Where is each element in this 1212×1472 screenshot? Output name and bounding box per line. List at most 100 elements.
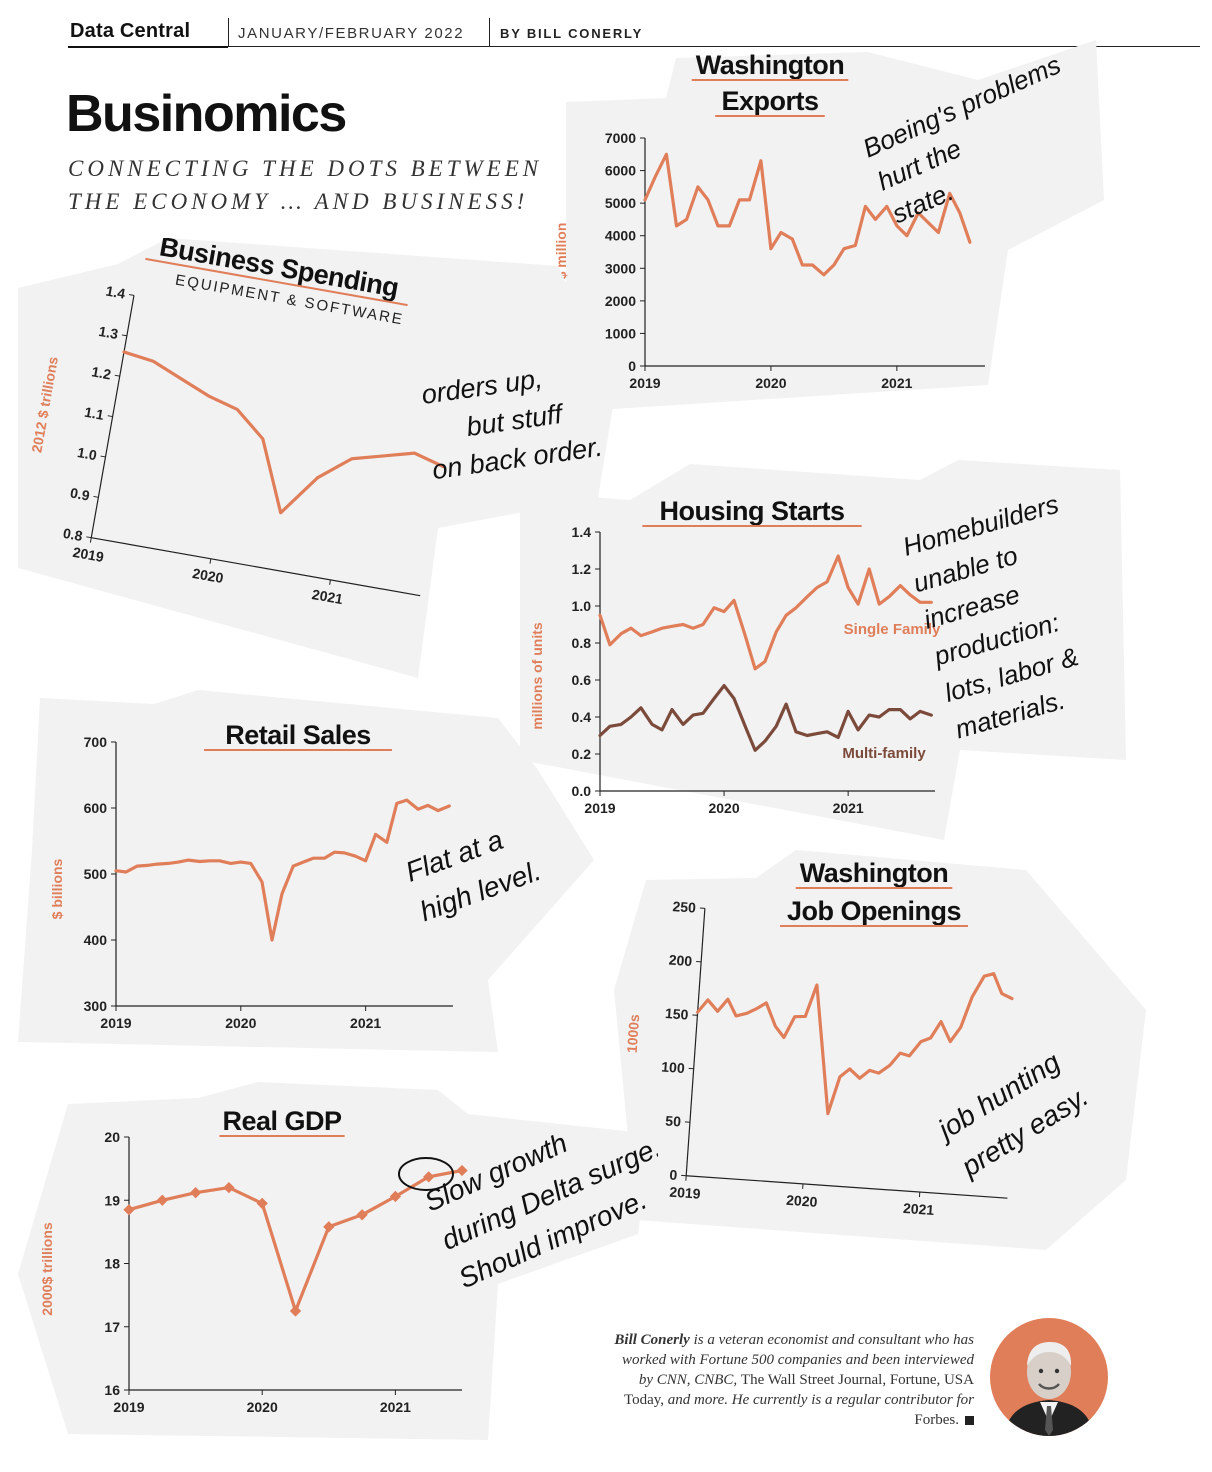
y-tick [93, 495, 99, 498]
series-line [598, 554, 933, 671]
x-axis [686, 1175, 1008, 1199]
chart-title: Exports [721, 86, 818, 116]
chart-title: Washington [800, 858, 948, 888]
y-tick-label: 0.6 [572, 672, 592, 688]
card-washington-exports: 0 1000 2000 3000 4000 5000 6000 7000 2019 2020 202… [548, 40, 1108, 420]
y-tick-label: 500 [84, 866, 108, 882]
y-tick-label: 1.1 [83, 404, 105, 423]
y-axis-label: $ million [553, 223, 569, 280]
y-tick-label: 1.0 [572, 598, 592, 614]
chart-title: Housing Starts [659, 496, 844, 526]
card-washington-job-openings: 0 50 100 150 200 250 2019 2020 2021 1000s Washing… [606, 850, 1166, 1260]
bio-text: is a veteran economist and consultant wh… [621, 1332, 974, 1388]
chart-title: Job Openings [787, 896, 961, 926]
series-line [643, 152, 972, 277]
x-tick-label: 2020 [225, 1015, 256, 1031]
series-line [114, 798, 451, 942]
y-tick-label: 0 [628, 358, 636, 374]
end-mark-icon [965, 1416, 974, 1426]
y-tick-label: 0.8 [572, 635, 592, 651]
header-divider [489, 18, 490, 46]
page-subtitle: CONNECTING THE DOTS BETWEEN THE ECONOMY … [68, 156, 543, 214]
y-tick-label: 17 [104, 1319, 120, 1335]
data-point [323, 1221, 335, 1233]
chart-title: Retail Sales [225, 720, 371, 750]
y-tick-label: 0.8 [62, 525, 84, 544]
series-line [696, 972, 1014, 1116]
series-line [122, 350, 445, 515]
x-tick-label: 2021 [380, 1399, 411, 1415]
y-tick-label: 0.2 [572, 746, 592, 762]
y-tick [121, 334, 127, 337]
y-tick-label: 1.0 [76, 444, 98, 463]
circled-marker [398, 1157, 454, 1191]
y-tick-label: 6000 [605, 163, 636, 179]
header-divider [228, 18, 229, 46]
header-rule [68, 46, 1200, 47]
single-family-label: Single Family [844, 621, 941, 638]
y-tick-label: 16 [104, 1382, 120, 1398]
x-tick [89, 537, 92, 543]
section-name: Data Central [70, 20, 191, 42]
y-tick-label: 19 [104, 1192, 120, 1208]
y-tick-label: 0.9 [69, 484, 91, 503]
y-tick-label: 1.4 [105, 283, 127, 302]
data-point [289, 1305, 302, 1317]
author-name: Bill Conerly [614, 1332, 690, 1348]
x-tick-label: 2019 [584, 800, 615, 816]
y-tick-label: 3000 [605, 260, 636, 276]
y-tick-label: 700 [84, 734, 108, 750]
bio-outlets: The Wall Street Journal, Fortune, USA To… [623, 1372, 974, 1408]
multi-family-label: Multi-family [842, 745, 926, 762]
y-axis-label: 2000$ trillions [39, 1222, 55, 1316]
y-axis-label: millions of units [529, 622, 545, 730]
x-tick-label: 2020 [755, 375, 786, 391]
y-tick-label: 0.0 [572, 783, 592, 799]
y-tick-label: 4000 [605, 228, 636, 244]
chart-retail-sales: 300 400 500 600 700 2019 2020 2021 $ billions Re… [18, 690, 594, 1052]
y-tick-label: 2000 [605, 293, 636, 309]
chart-housing-starts: 0.0 0.2 0.4 0.6 0.8 1.0 1.2 1.4 2019 2020 2021 mill… [520, 460, 1126, 840]
y-axis-label: $ billions [49, 858, 65, 919]
x-tick-label: 2019 [113, 1399, 144, 1415]
x-tick-label: 2019 [72, 544, 106, 565]
y-tick-label: 0.4 [572, 709, 592, 725]
x-tick-label: 2020 [786, 1192, 818, 1210]
author-photo-icon [990, 1318, 1108, 1436]
y-tick-label: 18 [104, 1256, 120, 1272]
x-tick-label: 2020 [247, 1399, 278, 1415]
y-tick-label: 1.4 [572, 524, 592, 540]
y-tick-label: 150 [665, 1005, 690, 1023]
y-tick-label: 1.2 [90, 363, 112, 382]
y-tick-label: 200 [668, 952, 693, 970]
byline: BY BILL CONERLY [500, 26, 644, 41]
x-tick-label: 2021 [881, 375, 912, 391]
y-tick [107, 415, 113, 418]
chart-washington-exports: 0 1000 2000 3000 4000 5000 6000 7000 2019 2020 202… [553, 40, 1104, 412]
x-tick-label: 2021 [311, 586, 345, 607]
x-tick-label: 2019 [629, 375, 660, 391]
card-business-spending: 0.8 0.9 1.0 1.1 1.2 1.3 1.4 2019 2020 2021 2012 $ … [18, 231, 618, 698]
data-point [156, 1194, 168, 1206]
x-tick-label: 2021 [903, 1200, 935, 1218]
y-tick-label: 250 [672, 898, 697, 916]
y-tick [100, 455, 106, 458]
card-retail-sales: 300 400 500 600 700 2019 2020 2021 $ billions Re… [18, 690, 598, 1060]
x-tick-label: 2020 [191, 565, 225, 586]
y-tick [86, 536, 92, 539]
x-tick-label: 2020 [708, 800, 739, 816]
y-axis-label: 1000s [624, 1013, 643, 1053]
y-tick-label: 1.2 [572, 561, 592, 577]
masthead: Data Central JANUARY/FEBRUARY 2022 BY BI… [0, 18, 1212, 54]
y-tick-label: 600 [84, 800, 108, 816]
author-bio: Bill Conerly is a veteran economist and … [610, 1330, 974, 1430]
card-housing-starts: 0.0 0.2 0.4 0.6 0.8 1.0 1.2 1.4 2019 2020 2021 mill… [520, 460, 1140, 850]
chart-title: Real GDP [222, 1106, 342, 1136]
x-tick-label: 2019 [669, 1184, 701, 1202]
y-tick-label: 0 [669, 1167, 678, 1184]
chart-real-gdp: 16 17 18 19 20 2019 2020 2021 2000$ trillions Re… [18, 1082, 666, 1440]
y-tick [128, 294, 135, 296]
x-tick-label: 2019 [100, 1015, 131, 1031]
y-tick-label: 100 [661, 1059, 686, 1077]
